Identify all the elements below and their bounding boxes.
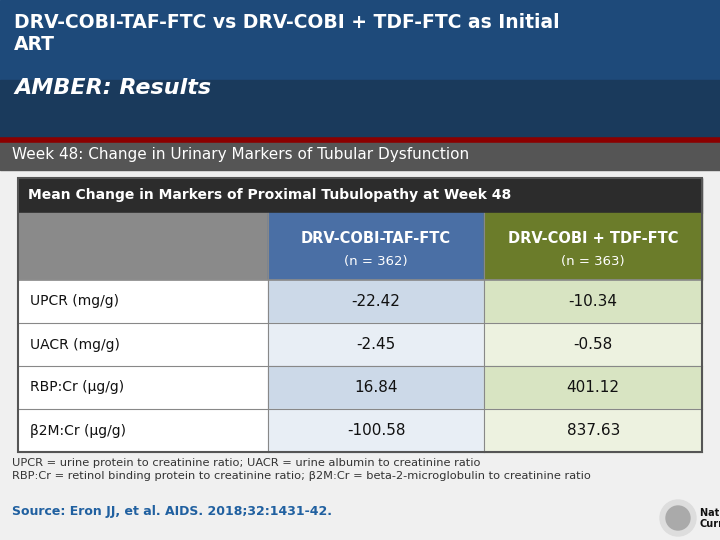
- Circle shape: [660, 500, 696, 536]
- Text: Source: Eron JJ, et al. AIDS. 2018;32:1431-42.: Source: Eron JJ, et al. AIDS. 2018;32:14…: [12, 505, 332, 518]
- Bar: [268, 409, 485, 452]
- Text: -0.58: -0.58: [574, 337, 613, 352]
- Bar: [18, 409, 268, 452]
- Text: (n = 362): (n = 362): [344, 255, 408, 268]
- Text: -2.45: -2.45: [356, 337, 396, 352]
- Text: UACR (mg/g): UACR (mg/g): [30, 338, 120, 352]
- Bar: [18, 366, 268, 409]
- Bar: [18, 178, 702, 213]
- Bar: [18, 323, 268, 366]
- Text: National HIV: National HIV: [700, 508, 720, 518]
- Bar: [268, 280, 485, 323]
- Bar: [485, 409, 702, 452]
- Bar: [485, 280, 702, 323]
- Text: RBP:Cr (μg/g): RBP:Cr (μg/g): [30, 381, 124, 395]
- Text: β2M:Cr (μg/g): β2M:Cr (μg/g): [30, 423, 126, 437]
- Text: 16.84: 16.84: [354, 380, 398, 395]
- Text: DRV-COBI + TDF-FTC: DRV-COBI + TDF-FTC: [508, 231, 678, 246]
- Bar: [485, 323, 702, 366]
- Text: Week 48: Change in Urinary Markers of Tubular Dysfunction: Week 48: Change in Urinary Markers of Tu…: [12, 147, 469, 163]
- Text: UPCR = urine protein to creatinine ratio; UACR = urine albumin to creatinine rat: UPCR = urine protein to creatinine ratio…: [12, 458, 480, 468]
- Text: DRV-COBI-TAF-FTC vs DRV-COBI + TDF-FTC as Initial: DRV-COBI-TAF-FTC vs DRV-COBI + TDF-FTC a…: [14, 13, 559, 32]
- Text: ART: ART: [14, 35, 55, 54]
- Circle shape: [666, 506, 690, 530]
- Bar: [18, 213, 268, 280]
- Bar: [268, 366, 485, 409]
- Text: 401.12: 401.12: [567, 380, 620, 395]
- Bar: [18, 280, 268, 323]
- Text: DRV-COBI-TAF-FTC: DRV-COBI-TAF-FTC: [301, 231, 451, 246]
- Bar: [18, 178, 702, 452]
- Text: Curriculum: Curriculum: [700, 519, 720, 529]
- Text: -10.34: -10.34: [569, 294, 618, 309]
- Text: (n = 363): (n = 363): [562, 255, 625, 268]
- Bar: [485, 366, 702, 409]
- Bar: [0, 140, 720, 170]
- Text: 837.63: 837.63: [567, 423, 620, 438]
- Text: Mean Change in Markers of Proximal Tubulopathy at Week 48: Mean Change in Markers of Proximal Tubul…: [28, 188, 511, 202]
- Bar: [485, 213, 702, 280]
- Bar: [268, 213, 485, 280]
- Text: AMBER: Results: AMBER: Results: [14, 78, 211, 98]
- Text: RBP:Cr = retinol binding protein to creatinine ratio; β2M:Cr = beta-2-microglobu: RBP:Cr = retinol binding protein to crea…: [12, 471, 591, 481]
- Text: -100.58: -100.58: [347, 423, 405, 438]
- Text: -22.42: -22.42: [351, 294, 400, 309]
- Bar: [268, 323, 485, 366]
- Bar: [0, 80, 720, 140]
- Bar: [0, 0, 720, 80]
- Text: UPCR (mg/g): UPCR (mg/g): [30, 294, 119, 308]
